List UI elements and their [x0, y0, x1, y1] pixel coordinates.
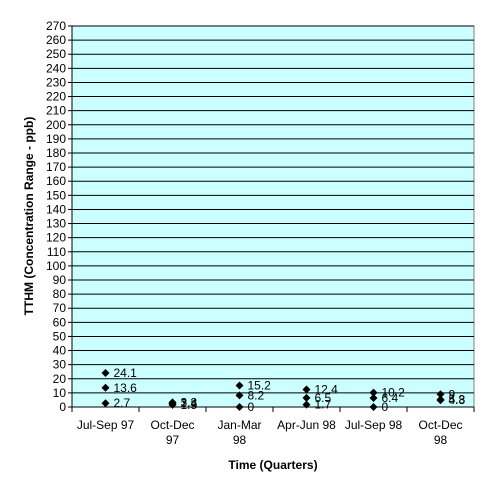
data-label: 1.7	[315, 398, 332, 412]
data-labels: 24.113.62.7 3.32.41.515.28.2012.46.51.710…	[114, 366, 466, 414]
plot-area	[71, 25, 475, 408]
y-tick-label: 130	[46, 217, 66, 231]
y-tick-label: 110	[47, 245, 66, 259]
gridlines	[72, 25, 474, 394]
data-label: 13.6	[114, 381, 138, 395]
data-label: 2.4	[181, 397, 198, 411]
x-tick-label-line: 98	[434, 433, 448, 447]
data-label: 15.2	[248, 379, 272, 393]
x-tick-label-line: 98	[233, 433, 247, 447]
y-tick-label: 140	[46, 202, 66, 216]
data-point-marker	[101, 399, 110, 408]
data-point-marker	[168, 400, 177, 409]
data-point-marker	[436, 396, 445, 405]
y-tick-label: 210	[46, 104, 66, 118]
x-tick-label-line: Jul-Sep 97	[77, 418, 135, 432]
data-label: 8.2	[248, 388, 265, 402]
data-label: 6.5	[315, 391, 332, 405]
y-tick-label: 50	[53, 329, 67, 343]
y-tick-label: 220	[46, 90, 66, 104]
y-tick-label: 260	[46, 33, 66, 47]
data-point-marker	[235, 403, 244, 411]
data-point-marker	[369, 388, 378, 397]
x-tick-label: Apr-Jun 98	[277, 418, 336, 432]
y-tick-labels: 0102030405060708090100110120130140150160…	[46, 19, 66, 414]
data-label: 2.7	[114, 396, 131, 410]
x-tick-label-line: Apr-Jun 98	[277, 418, 336, 432]
y-axis-title: TTHM (Concentration Range - ppb)	[22, 117, 36, 316]
y-tick-label: 240	[46, 61, 66, 75]
y-tick-label: 0	[59, 400, 66, 414]
y-tick-label: 180	[46, 146, 66, 160]
data-label: 6.4	[382, 391, 399, 405]
y-tick-label: 80	[53, 287, 67, 301]
data-label: 24.1	[114, 366, 138, 380]
x-tick-label-line: 97	[166, 433, 180, 447]
y-tick-label: 270	[46, 19, 66, 33]
y-tick-label: 10	[53, 386, 67, 400]
data-points	[101, 368, 445, 411]
y-tick-label: 150	[46, 188, 66, 202]
x-tick-label-line: Oct-Dec	[418, 418, 462, 432]
y-tick-label: 250	[46, 47, 66, 61]
y-tick-label: 100	[46, 259, 66, 273]
data-point-marker	[436, 390, 445, 399]
data-label: 1.5	[181, 398, 198, 412]
x-tick-label-line: Jul-Sep 98	[345, 418, 403, 432]
x-tick-label: Jan-Mar 98	[217, 418, 261, 447]
x-tick-label: Jul-Sep 98	[345, 418, 403, 432]
x-axis-title: Time (Quarters)	[228, 458, 317, 472]
data-point-marker	[369, 393, 378, 402]
y-tick-label: 90	[53, 273, 67, 287]
y-tick-label: 60	[53, 315, 67, 329]
data-point-marker	[235, 391, 244, 400]
y-tick-label: 30	[53, 358, 67, 372]
y-tick-label: 190	[46, 132, 66, 146]
x-tick-label-line: Oct-Dec	[150, 418, 194, 432]
y-tick-label: 230	[46, 75, 66, 89]
data-point-marker	[101, 383, 110, 392]
axes	[68, 25, 475, 412]
x-tick-label: Jul-Sep 97	[77, 418, 135, 432]
data-point-marker	[101, 368, 110, 377]
data-label: 3.3	[181, 395, 198, 409]
y-tick-label: 120	[46, 231, 66, 245]
x-tick-label: Oct-Dec 98	[418, 418, 462, 447]
x-tick-label-line: Jan-Mar	[217, 418, 261, 432]
data-label: 12.4	[315, 383, 339, 397]
y-tick-label: 20	[53, 372, 67, 386]
data-point-marker	[369, 403, 378, 411]
data-point-marker	[235, 381, 244, 390]
y-tick-label: 70	[53, 301, 67, 315]
data-point-marker	[302, 393, 311, 402]
y-tick-label: 160	[46, 174, 66, 188]
data-point-marker	[302, 385, 311, 394]
data-label: 4.8	[449, 393, 466, 407]
data-label: 10.2	[382, 386, 406, 400]
y-tick-label: 170	[46, 160, 66, 174]
data-label: 5.3	[449, 393, 466, 407]
y-tick-label: 40	[53, 344, 67, 358]
x-tick-label: Oct-Dec 97	[150, 418, 194, 447]
y-tick-label: 200	[46, 118, 66, 132]
data-label: 0	[248, 400, 255, 414]
data-label: 9	[449, 387, 456, 401]
data-label: 0	[382, 400, 389, 414]
data-point-marker	[302, 400, 311, 409]
